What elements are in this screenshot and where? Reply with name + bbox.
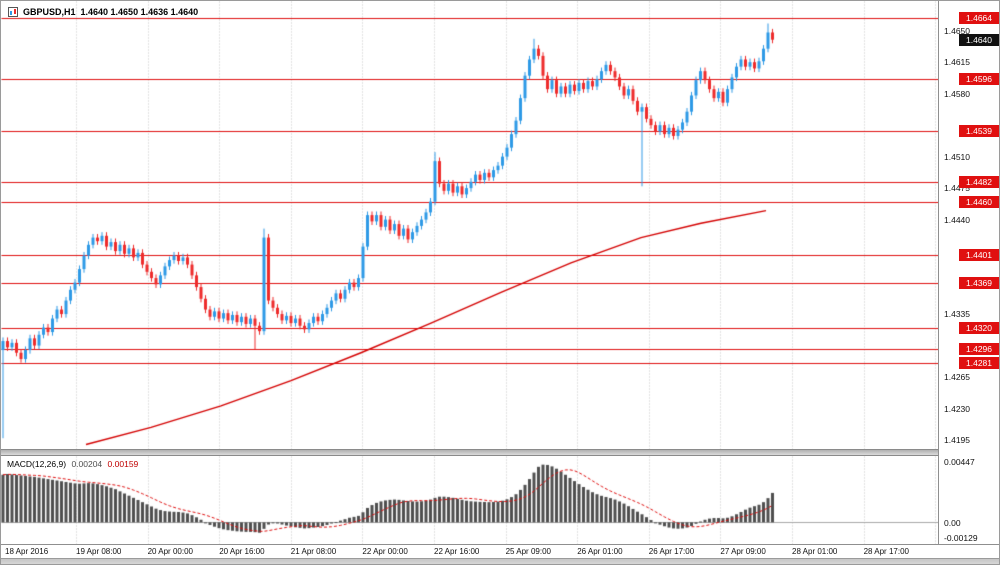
macd-main-value: 0.00204 [71,459,103,469]
time-tick-label: 25 Apr 09:00 [505,547,551,556]
level-price-badge: 1.4401 [959,248,999,261]
level-price-badge: 1.4482 [959,175,999,188]
macd-canvas[interactable] [1,456,938,544]
macd-name: MACD(12,26,9) [7,459,67,469]
price-chart-canvas[interactable] [1,1,938,449]
price-tick-label: 1.4650 [944,25,970,36]
time-tick-label: 22 Apr 16:00 [434,547,480,556]
price-tick-label: 1.4440 [944,214,970,225]
time-tick-label: 20 Apr 16:00 [219,547,265,556]
chart-title: GBPUSD,H1 1.4640 1.4650 1.4636 1.4640 [8,7,198,17]
macd-tick-label: -0.00129 [944,533,978,543]
time-tick-label: 26 Apr 01:00 [577,547,623,556]
level-price-badge: 1.4369 [959,277,999,290]
time-tick-label: 21 Apr 08:00 [290,547,337,556]
price-tick-label: 1.4580 [944,88,970,99]
level-price-badge: 1.4596 [959,73,999,86]
ohlc-values: 1.4640 1.4650 1.4636 1.4640 [80,7,199,17]
price-tick-label: 1.4230 [944,403,970,414]
macd-signal-value: 0.00159 [107,459,139,469]
level-price-badge: 1.4296 [959,343,999,356]
level-price-badge: 1.4281 [959,356,999,369]
price-axis[interactable]: 1.4650 1.4615 1.4580 1.4510 1.4475 1.4440 1.43… [939,1,999,544]
time-tick-label: 22 Apr 00:00 [362,547,408,556]
price-tick-label: 1.4475 [944,183,970,194]
horizontal-scrollbar[interactable] [1,558,999,564]
time-tick-label: 28 Apr 01:00 [792,547,838,556]
time-axis[interactable]: 18 Apr 2016 19 Apr 08:00 20 Apr 00:00 20 Ap… [1,547,999,558]
level-price-badge: 1.4320 [959,321,999,334]
price-tick-label: 1.4195 [944,435,970,445]
time-tick-label: 18 Apr 2016 [5,547,49,556]
price-tick-label: 1.4335 [944,309,970,320]
price-tick-label: 1.4265 [944,372,970,383]
macd-indicator-label: MACD(12,26,9) 0.00204 0.00159 [7,459,138,469]
level-price-badge: 1.4664 [959,12,999,25]
level-price-badge: 1.4460 [959,195,999,208]
current-price-badge: 1.4640 [959,33,999,46]
time-tick-label: 19 Apr 08:00 [76,547,122,556]
time-tick-label: 27 Apr 09:00 [720,547,766,556]
time-axis-separator [1,544,999,545]
time-tick-label: 26 Apr 17:00 [648,547,695,556]
chart-icon [8,7,18,17]
price-tick-label: 1.4510 [944,151,970,162]
macd-tick-label: 0.00 [944,518,961,529]
macd-tick-label: 0.00447 [944,457,975,467]
symbol-period-label: GBPUSD,H1 [23,7,76,17]
axis-separator-line [938,1,939,544]
price-tick-label: 1.4615 [944,57,970,68]
time-tick-label: 28 Apr 17:00 [863,547,909,556]
time-tick-label: 20 Apr 00:00 [147,547,193,556]
level-price-badge: 1.4539 [959,124,999,137]
panel-divider[interactable] [1,449,999,456]
